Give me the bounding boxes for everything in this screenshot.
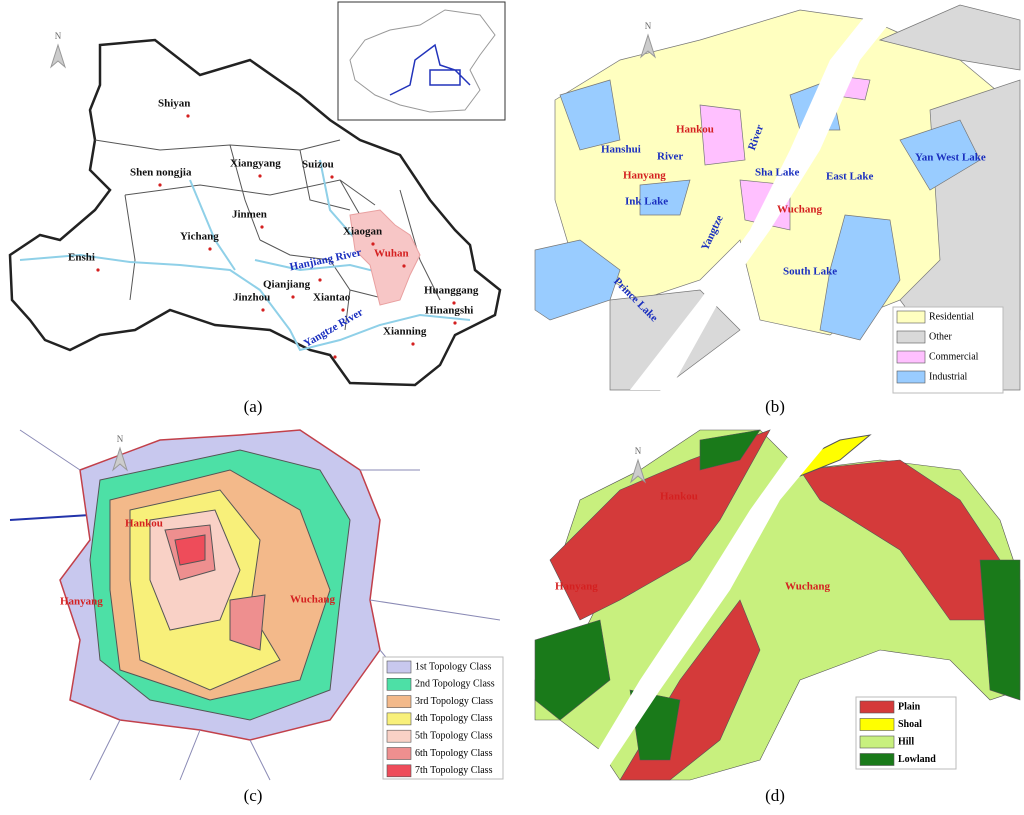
legend-swatch <box>896 330 926 344</box>
place-label: Huanggang <box>424 285 479 297</box>
panel: (d) N Hankou Hanyang Wuchang Plain Shoal Hill Lo… <box>555 446 957 805</box>
legend-swatch <box>859 718 895 731</box>
legend-label: Residential <box>929 311 974 322</box>
place-label: Yichang <box>180 231 219 243</box>
place-label: Hankou <box>660 491 698 503</box>
legend-label: Industrial <box>929 371 968 382</box>
north-label: N <box>645 21 652 31</box>
city-dot <box>258 174 262 178</box>
legend-label: 7th Topology Class <box>415 765 493 776</box>
place-label: Suizou <box>302 159 334 171</box>
city-dot <box>261 308 265 312</box>
legend-swatch <box>386 660 412 674</box>
place-label: Yan West Lake <box>915 152 986 164</box>
legend-swatch <box>859 735 895 749</box>
place-label: Hankou <box>125 518 163 530</box>
north-arrow <box>111 446 129 472</box>
place-label: Xiantao <box>313 292 351 304</box>
city-dot <box>318 278 322 282</box>
place-label: Wuchang <box>290 594 336 606</box>
city-dot <box>330 175 334 179</box>
legend-swatch <box>386 695 412 708</box>
caption: (b) <box>765 397 785 416</box>
place-label: Wuchang <box>785 581 831 593</box>
place-label: Hanyang <box>60 596 103 608</box>
place-label: Wuhan <box>374 248 409 260</box>
legend-label: 1st Topology Class <box>415 661 491 672</box>
legend-label: Hill <box>898 736 914 747</box>
legend-label: 3rd Topology Class <box>415 696 493 707</box>
legend-swatch <box>896 310 926 324</box>
place-label: Qianjiang <box>263 279 311 291</box>
legend-swatch <box>859 753 895 766</box>
legend-swatch <box>386 764 412 778</box>
legend-label: 6th Topology Class <box>415 748 493 759</box>
legend-label: Plain <box>898 701 921 712</box>
legend-swatch <box>896 350 926 364</box>
place-label: South Lake <box>783 266 837 278</box>
legend-swatch <box>386 677 412 691</box>
place-label: Ink Lake <box>625 196 668 208</box>
map-landuse <box>534 4 1021 391</box>
city-dot <box>208 247 212 251</box>
legend-label: 5th Topology Class <box>415 730 493 741</box>
place-label: Hanyang <box>555 581 598 593</box>
place-label: Hanshui <box>601 144 641 156</box>
legend-swatch <box>386 729 412 743</box>
north-label: N <box>55 31 62 41</box>
north-arrow <box>629 458 647 484</box>
place-label: Wuchang <box>777 204 823 216</box>
place-label: River <box>657 151 683 163</box>
place-label: Enshi <box>68 252 95 264</box>
legend-swatch <box>859 700 895 714</box>
city-dot <box>333 355 337 359</box>
city-dot <box>260 225 264 229</box>
place-label: Hanyang <box>623 170 666 182</box>
place-label: Xianning <box>383 326 427 338</box>
caption: (c) <box>244 786 263 805</box>
legend-label: 4th Topology Class <box>415 713 493 724</box>
legend-label: Other <box>929 331 952 342</box>
place-label: Shiyan <box>158 98 190 110</box>
panel: (c) N Hankou Hanyang Wuchang 1st Topology Cla… <box>60 434 504 805</box>
legend-swatch <box>386 712 412 726</box>
place-label: Jinmen <box>232 209 267 221</box>
north-arrow <box>639 33 657 59</box>
legend-label: Commercial <box>929 351 979 362</box>
place-label: Xiangyang <box>230 158 281 170</box>
place-label: Hankou <box>676 124 714 136</box>
legend-swatch <box>896 370 926 384</box>
city-dot <box>452 301 456 305</box>
place-label: East Lake <box>826 171 873 183</box>
place-label: Xiaogan <box>343 226 382 238</box>
city-dot <box>341 308 345 312</box>
caption: (a) <box>244 397 263 416</box>
caption: (d) <box>765 786 785 805</box>
legend-label: 2nd Topology Class <box>415 679 495 690</box>
city-dot <box>402 264 406 268</box>
legend-swatch <box>386 747 412 760</box>
city-dot <box>411 342 415 346</box>
city-dot <box>453 321 457 325</box>
north-arrow <box>49 43 67 69</box>
place-label: Jinzhou <box>233 292 270 304</box>
place-label: Shen nongjia <box>130 167 192 179</box>
map-geomorph <box>534 429 1021 781</box>
city-dot <box>96 268 100 272</box>
place-label: Hinangshi <box>425 305 473 317</box>
map-topology <box>9 429 501 781</box>
city-dot <box>371 242 375 246</box>
legend-label: Lowland <box>898 754 936 765</box>
north-label: N <box>117 434 124 444</box>
map-hubei <box>8 1 506 387</box>
north-label: N <box>635 446 642 456</box>
city-dot <box>291 295 295 299</box>
place-label: Sha Lake <box>755 167 799 179</box>
legend-label: Shoal <box>898 719 922 730</box>
city-dot <box>158 183 162 187</box>
city-dot <box>186 114 190 118</box>
